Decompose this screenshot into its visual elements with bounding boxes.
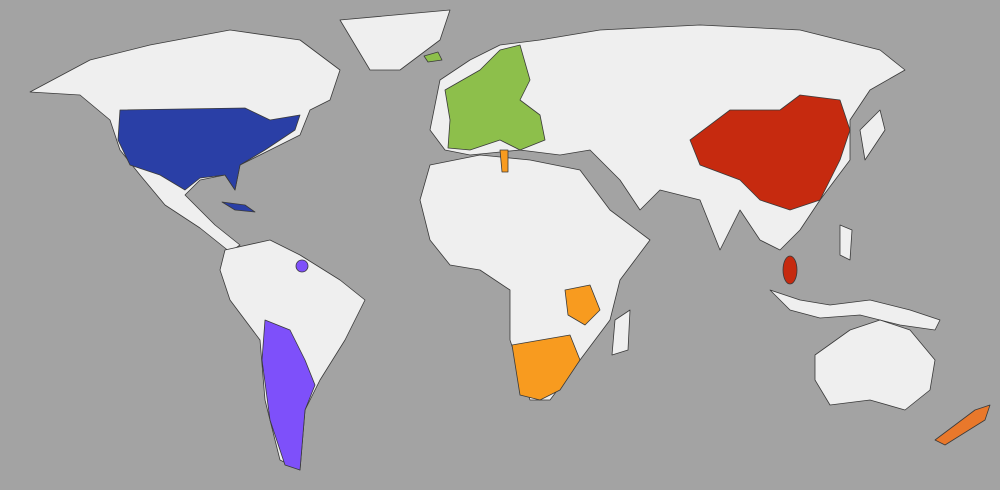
greenland[interactable]	[339, 9, 451, 71]
region-dark-orange-oceania[interactable]	[934, 404, 991, 446]
region-orange-north-africa[interactable]	[499, 149, 509, 173]
madagascar[interactable]	[611, 309, 631, 356]
region-purple-small[interactable]	[295, 259, 309, 273]
region-blue-caribbean[interactable]	[221, 201, 256, 213]
region-red-southeast-asia[interactable]	[782, 255, 798, 285]
region-purple-south-america[interactable]	[261, 319, 316, 471]
region-orange-southern-africa[interactable]	[511, 334, 581, 401]
philippines[interactable]	[839, 224, 853, 261]
region-blue-north-america[interactable]	[117, 107, 301, 191]
indonesia[interactable]	[769, 289, 941, 331]
region-green-iceland[interactable]	[423, 51, 443, 63]
japan[interactable]	[859, 109, 886, 161]
region-green-europe[interactable]	[444, 44, 546, 151]
australia[interactable]	[814, 319, 936, 411]
region-orange-east-africa[interactable]	[564, 284, 601, 326]
region-red-asia[interactable]	[689, 94, 851, 211]
